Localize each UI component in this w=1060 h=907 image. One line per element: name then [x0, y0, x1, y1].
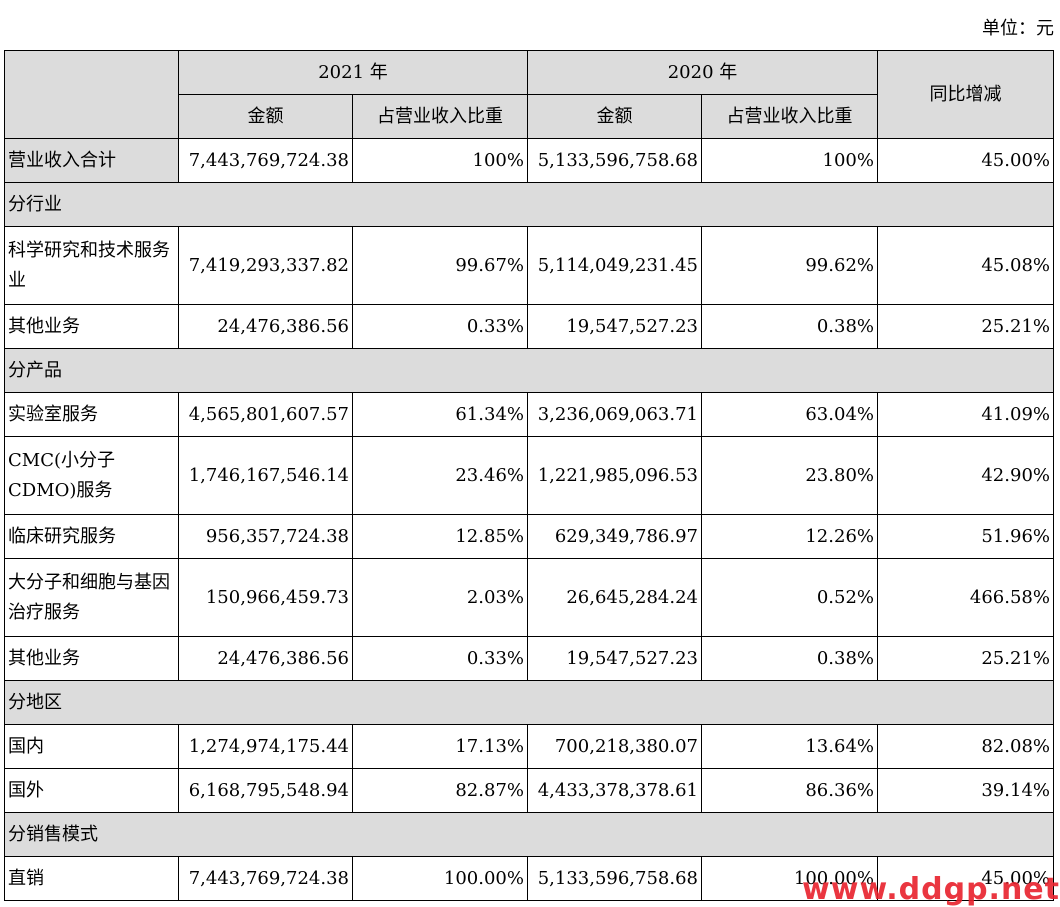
share-2020: 86.36% [701, 768, 878, 813]
header-yoy: 同比增减 [877, 50, 1054, 139]
amount-2020: 5,114,049,231.45 [527, 226, 702, 305]
row-label: 其他业务 [4, 304, 179, 349]
amount-2020: 19,547,527.23 [527, 304, 702, 349]
yoy-change: 25.21% [877, 636, 1054, 681]
amount-2020: 19,547,527.23 [527, 636, 702, 681]
amount-2020: 629,349,786.97 [527, 514, 702, 559]
share-2021: 82.87% [352, 768, 528, 813]
table-row: 其他业务 24,476,386.56 0.33% 19,547,527.23 0.38%… [4, 636, 1054, 681]
table-row: 国外 6,168,795,548.94 82.87% 4,433,378,378.61… [4, 768, 1054, 813]
header-share-2020: 占营业收入比重 [701, 94, 878, 139]
section-row: 分产品 [4, 348, 1054, 393]
table-row: 其他业务 24,476,386.56 0.33% 19,547,527.23 0.38%… [4, 304, 1054, 349]
amount-2020: 1,221,985,096.53 [527, 436, 702, 515]
amount-2020: 26,645,284.24 [527, 558, 702, 637]
amount-2020: 700,218,380.07 [527, 724, 702, 769]
header-share-2021: 占营业收入比重 [352, 94, 528, 139]
table-row: CMC(小分子CDMO)服务 1,746,167,546.14 23.46% 1,22… [4, 436, 1054, 515]
share-2021: 99.67% [352, 226, 528, 305]
yoy-change: 25.21% [877, 304, 1054, 349]
row-label: 国外 [4, 768, 179, 813]
amount-2021: 1,274,974,175.44 [178, 724, 353, 769]
section-label: 分产品 [4, 348, 1054, 393]
share-2020: 13.64% [701, 724, 878, 769]
yoy-change: 45.08% [877, 226, 1054, 305]
share-2020: 0.38% [701, 636, 878, 681]
header-amount-2021: 金额 [178, 94, 353, 139]
section-label: 分销售模式 [4, 812, 1054, 857]
table-row: 实验室服务 4,565,801,607.57 61.34% 3,236,069,063… [4, 392, 1054, 437]
share-2021: 23.46% [352, 436, 528, 515]
share-2020: 0.38% [701, 304, 878, 349]
amount-2021: 150,966,459.73 [178, 558, 353, 637]
yoy-change: 82.08% [877, 724, 1054, 769]
table-row: 临床研究服务 956,357,724.38 12.85% 629,349,786.97… [4, 514, 1054, 559]
share-2020: 63.04% [701, 392, 878, 437]
row-label: 临床研究服务 [4, 514, 179, 559]
watermark: www.ddgp.net [802, 872, 1060, 907]
table-row: 大分子和细胞与基因治疗服务 150,966,459.73 2.03% 26,645,2… [4, 558, 1054, 637]
section-row: 分行业 [4, 182, 1054, 227]
amount-2021: 24,476,386.56 [178, 636, 353, 681]
section-row: 分销售模式 [4, 812, 1054, 857]
table-row: 科学研究和技术服务业 7,419,293,337.82 99.67% 5,114,04… [4, 226, 1054, 305]
amount-2021: 4,565,801,607.57 [178, 392, 353, 437]
amount-2021: 1,746,167,546.14 [178, 436, 353, 515]
header-corner [4, 50, 179, 139]
header-year-2020: 2020 年 [527, 50, 878, 95]
amount-2020: 5,133,596,758.68 [527, 856, 702, 901]
yoy-change: 45.00% [877, 138, 1054, 183]
table-row: 直销 7,443,769,724.38 100.00% 5,133,596,758.6… [4, 856, 1054, 901]
share-2021: 100.00% [352, 856, 528, 901]
row-label: 直销 [4, 856, 179, 901]
row-label: 科学研究和技术服务业 [4, 226, 179, 305]
share-2020: 99.62% [701, 226, 878, 305]
header-amount-2020: 金额 [527, 94, 702, 139]
amount-2021: 7,443,769,724.38 [178, 856, 353, 901]
row-label: 营业收入合计 [4, 138, 179, 183]
amount-2021: 24,476,386.56 [178, 304, 353, 349]
row-label: 其他业务 [4, 636, 179, 681]
section-label: 分地区 [4, 680, 1054, 725]
yoy-change: 51.96% [877, 514, 1054, 559]
share-2021: 12.85% [352, 514, 528, 559]
amount-2021: 6,168,795,548.94 [178, 768, 353, 813]
share-2020: 100% [701, 138, 878, 183]
share-2020: 12.26% [701, 514, 878, 559]
yoy-change: 41.09% [877, 392, 1054, 437]
row-label: CMC(小分子CDMO)服务 [4, 436, 179, 515]
share-2021: 0.33% [352, 304, 528, 349]
revenue-table: 2021 年 2020 年 同比增减 金额 占营业收入比重 金额 占营业收入比重… [4, 50, 1054, 901]
share-2021: 61.34% [352, 392, 528, 437]
table-row: 营业收入合计 7,443,769,724.38 100% 5,133,596,758.… [4, 138, 1054, 183]
share-2021: 17.13% [352, 724, 528, 769]
row-label: 大分子和细胞与基因治疗服务 [4, 558, 179, 637]
amount-2021: 956,357,724.38 [178, 514, 353, 559]
amount-2020: 5,133,596,758.68 [527, 138, 702, 183]
yoy-change: 466.58% [877, 558, 1054, 637]
amount-2021: 7,443,769,724.38 [178, 138, 353, 183]
table-row: 国内 1,274,974,175.44 17.13% 700,218,380.07 13… [4, 724, 1054, 769]
section-row: 分地区 [4, 680, 1054, 725]
unit-label: 单位：元 [982, 18, 1054, 39]
section-label: 分行业 [4, 182, 1054, 227]
share-2020: 23.80% [701, 436, 878, 515]
yoy-change: 45.00% [877, 856, 1054, 901]
row-label: 国内 [4, 724, 179, 769]
row-label: 实验室服务 [4, 392, 179, 437]
yoy-change: 42.90% [877, 436, 1054, 515]
amount-2021: 7,419,293,337.82 [178, 226, 353, 305]
share-2021: 0.33% [352, 636, 528, 681]
share-2021: 2.03% [352, 558, 528, 637]
table-body: 营业收入合计 7,443,769,724.38 100% 5,133,596,758.… [4, 138, 1054, 901]
header-year-2021: 2021 年 [178, 50, 528, 95]
amount-2020: 4,433,378,378.61 [527, 768, 702, 813]
share-2020: 0.52% [701, 558, 878, 637]
share-2021: 100% [352, 138, 528, 183]
amount-2020: 3,236,069,063.71 [527, 392, 702, 437]
yoy-change: 39.14% [877, 768, 1054, 813]
